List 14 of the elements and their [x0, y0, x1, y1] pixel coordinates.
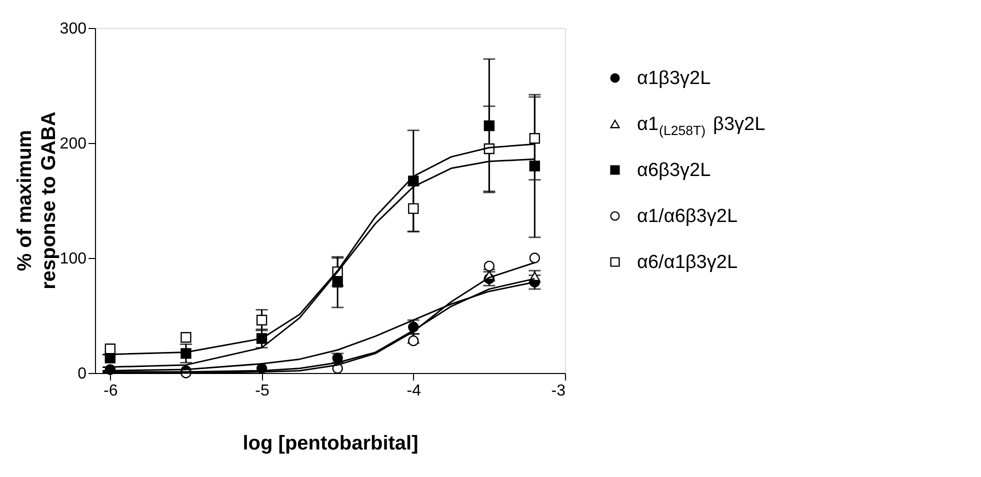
y-tick-label: 100	[60, 250, 87, 268]
y-tick-label: 0	[78, 366, 87, 382]
x-tick-label: -5	[255, 382, 270, 400]
y-axis-title: % of maximum response to GABA	[14, 112, 60, 290]
legend-label: α6β3γ2L	[637, 160, 711, 181]
x-tick-label: -3	[551, 382, 566, 400]
legend-label: α1β3γ2L	[637, 68, 711, 89]
legend-label: α1/α6β3γ2L	[637, 206, 738, 227]
x-axis-title: log [pentobarbital]	[242, 432, 418, 454]
y-tick-label: 300	[60, 20, 87, 38]
x-tick-label: -6	[104, 382, 118, 400]
legend-label: α6/α1β3γ2L	[637, 252, 738, 273]
x-tick-label: -4	[406, 382, 422, 400]
y-tick-label: 200	[60, 136, 87, 152]
